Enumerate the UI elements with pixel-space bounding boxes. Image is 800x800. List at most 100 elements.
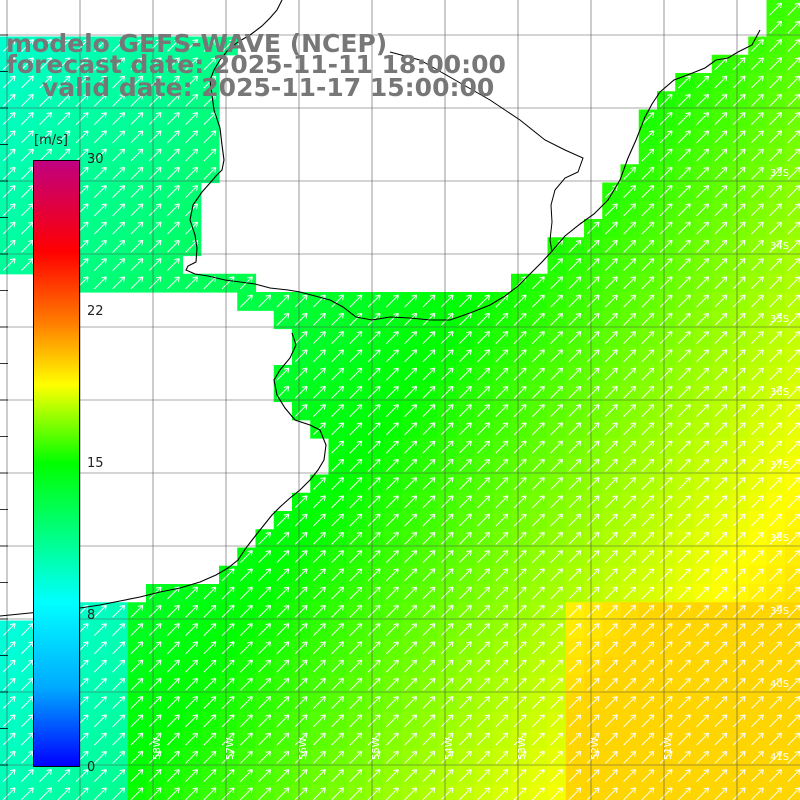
wind-arrow [495, 385, 509, 399]
wind-arrow [586, 349, 600, 363]
wind-arrow [386, 331, 399, 344]
wind-arrow [39, 93, 53, 107]
wind-arrow [550, 531, 564, 545]
wind-arrow [714, 221, 728, 235]
wind-arrow [623, 604, 637, 618]
wind-arrow [240, 659, 253, 673]
wind-arrow [532, 422, 545, 436]
wind-arrow [167, 185, 180, 198]
wind-arrow [167, 604, 180, 618]
wind-arrow [769, 258, 783, 271]
wind-arrow [495, 586, 509, 600]
wind-cell [401, 784, 421, 800]
wind-arrow [751, 677, 764, 691]
wind-arrow [586, 714, 600, 728]
lat-label: 39S [770, 606, 789, 617]
wind-arrow [769, 422, 783, 436]
wind-arrow [678, 404, 691, 417]
wind-arrow [659, 586, 673, 600]
wind-arrow [21, 130, 34, 144]
wind-arrow [349, 787, 363, 800]
wind-arrow [94, 221, 107, 235]
wind-arrow [240, 568, 253, 582]
wind-arrow [367, 422, 381, 436]
wind-arrow [258, 677, 272, 691]
wind-arrow [203, 130, 217, 144]
wind-arrow [550, 276, 564, 290]
wind-arrow [367, 787, 381, 800]
wind-arrow [769, 221, 783, 235]
wind-arrow [714, 75, 728, 89]
wind-arrow [513, 513, 527, 527]
wind-arrow [751, 258, 764, 271]
wind-cell [784, 18, 800, 38]
wind-arrow [751, 531, 764, 545]
wind-arrow [440, 385, 454, 399]
wind-arrow [440, 404, 454, 417]
wind-arrow [732, 422, 746, 436]
coastline [185, 0, 761, 321]
wind-arrow [732, 331, 746, 344]
valid-date: valid date: 2025-11-17 15:00:00 [42, 73, 495, 102]
wind-arrow [75, 39, 89, 52]
wind-arrow [21, 112, 34, 125]
wind-arrow [732, 385, 746, 399]
wind-arrow [112, 604, 126, 618]
wind-arrow [386, 440, 399, 454]
wind-arrow [586, 677, 600, 691]
wind-arrow [94, 641, 107, 655]
wind-arrow [586, 221, 600, 235]
wind-arrow [349, 714, 363, 728]
wind-arrow [367, 495, 381, 509]
wind-arrow [696, 367, 710, 381]
wind-arrow [605, 258, 618, 271]
wind-arrow [769, 185, 783, 198]
wind-cell [784, 292, 800, 311]
wind-arrow [331, 440, 345, 454]
wind-arrow [495, 641, 509, 655]
wind-arrow [769, 239, 783, 253]
wind-arrow [112, 93, 126, 107]
wind-arrow [678, 531, 691, 545]
wind-arrow [769, 641, 783, 655]
lon-label: 54W [444, 737, 455, 760]
wind-cell [638, 784, 658, 800]
wind-arrow [2, 787, 16, 800]
wind-arrow [678, 221, 691, 235]
wind-arrow [605, 385, 618, 399]
wind-arrow [386, 641, 399, 655]
wind-arrow [440, 477, 454, 490]
wind-arrow [57, 769, 71, 782]
wind-cell [693, 784, 713, 800]
wind-arrow [477, 696, 491, 709]
wind-arrow [331, 331, 345, 344]
wind-arrow [203, 166, 217, 180]
wind-arrow [148, 203, 162, 217]
wind-arrow [313, 659, 326, 673]
wind-arrow [331, 477, 345, 490]
wind-arrow [386, 404, 399, 417]
wind-arrow [714, 404, 728, 417]
wind-arrow [148, 714, 162, 728]
wind-arrow [659, 258, 673, 271]
wind-arrow [422, 477, 436, 490]
wind-arrow [422, 404, 436, 417]
wind-arrow [167, 276, 180, 290]
wind-arrow [623, 331, 637, 344]
wind-arrow [148, 75, 162, 89]
wind-arrow [39, 57, 53, 71]
wind-arrow [732, 166, 746, 180]
wind-cell [310, 784, 330, 800]
wind-arrow [605, 750, 618, 764]
wind-arrow [331, 787, 345, 800]
wind-arrow [221, 659, 235, 673]
wind-arrow [112, 112, 126, 125]
wind-arrow [769, 276, 783, 290]
wind-arrow [367, 586, 381, 600]
wind-arrow [2, 239, 16, 253]
wind-arrow [659, 294, 673, 308]
wind-arrow [294, 404, 308, 417]
wind-arrow [167, 93, 180, 107]
wind-arrow [513, 531, 527, 545]
wind-arrow [605, 531, 618, 545]
